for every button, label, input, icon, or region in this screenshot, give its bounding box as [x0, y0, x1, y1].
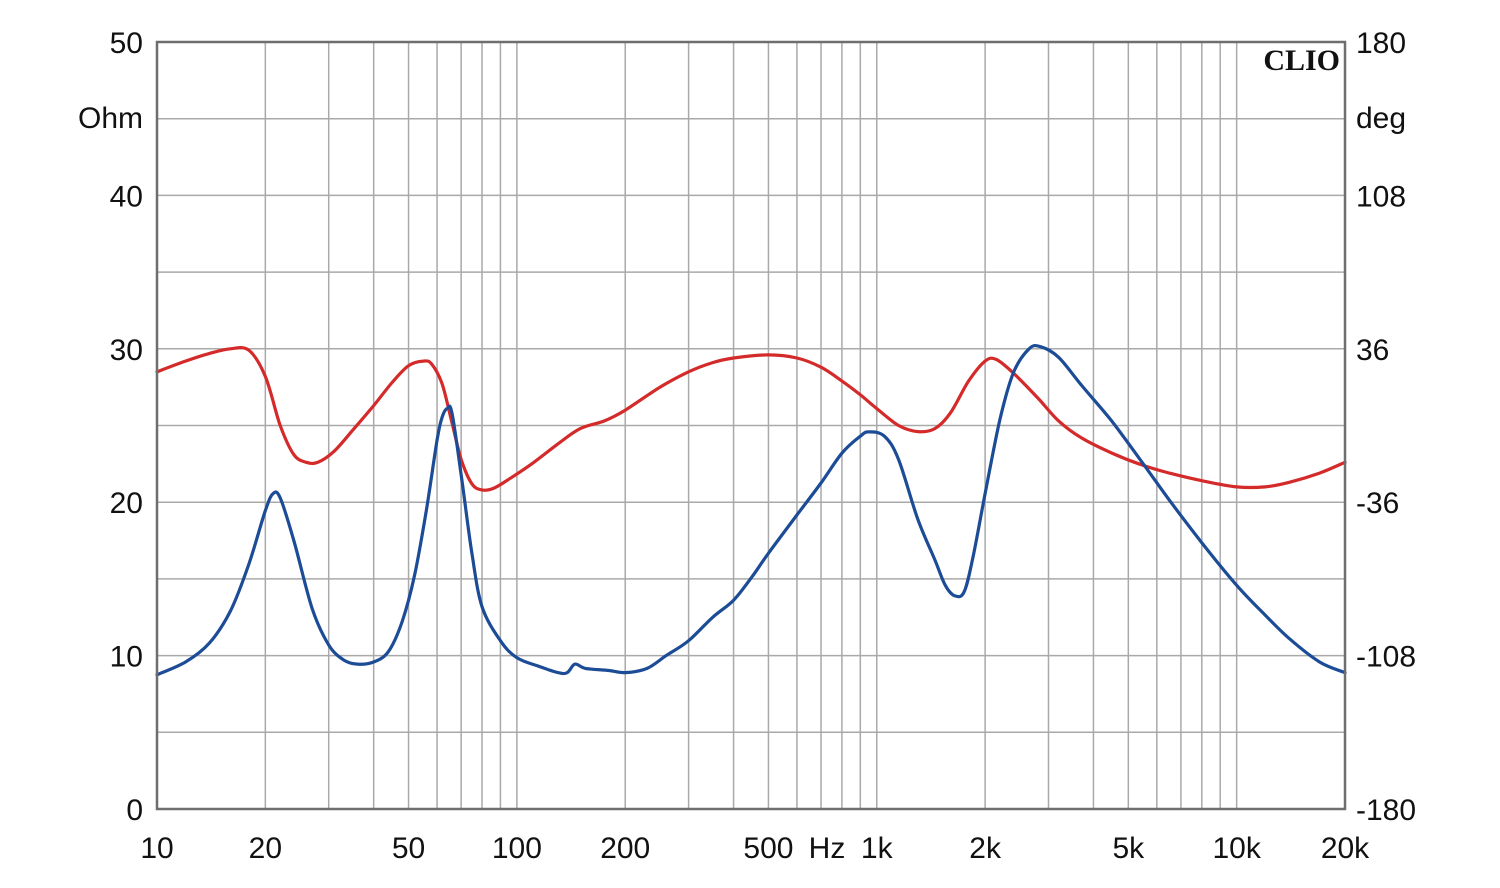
x-tick-label: 10k	[1212, 832, 1261, 865]
x-tick-label: 1k	[861, 832, 894, 865]
x-tick-label: 20	[249, 832, 282, 865]
x-tick-label: 5k	[1112, 832, 1145, 865]
right-axis-unit: deg	[1356, 102, 1406, 135]
right-y-tick-label: -108	[1356, 641, 1416, 674]
clio-logo-label: CLIO	[1263, 44, 1340, 77]
left-y-tick-label: 0	[126, 794, 143, 827]
x-tick-label: 2k	[969, 832, 1002, 865]
right-y-tick-label: 180	[1356, 27, 1406, 60]
right-y-tick-label: -180	[1356, 794, 1416, 827]
plot-frame	[155, 40, 1347, 811]
right-y-tick-label: 108	[1356, 180, 1406, 213]
left-y-tick-label: 10	[110, 641, 143, 674]
left-y-tick-label: 40	[110, 180, 143, 213]
grid	[157, 42, 1345, 809]
left-axis-unit: Ohm	[78, 102, 143, 135]
x-tick-label: 500	[743, 832, 793, 865]
x-tick-label: 200	[600, 832, 650, 865]
x-tick-label: 10	[140, 832, 173, 865]
plot-area	[155, 343, 1347, 677]
phase-curve	[155, 343, 1347, 677]
x-tick-label: 100	[492, 832, 542, 865]
x-tick-label: 20k	[1321, 832, 1370, 865]
left-y-tick-label: 50	[110, 27, 143, 60]
left-y-tick-label: 30	[110, 334, 143, 367]
right-y-tick-label: -36	[1356, 487, 1399, 520]
impedance-curve	[155, 346, 1347, 492]
x-axis-unit: Hz	[809, 832, 846, 865]
left-y-tick-label: 20	[110, 487, 143, 520]
axis-labels: 10 20 50 100 200 500 1k 2k 5k 10k 20k 0 10 20 30 40 50 -1…	[110, 27, 1416, 865]
right-y-tick-label: 36	[1356, 334, 1389, 367]
x-tick-label: 50	[392, 832, 425, 865]
